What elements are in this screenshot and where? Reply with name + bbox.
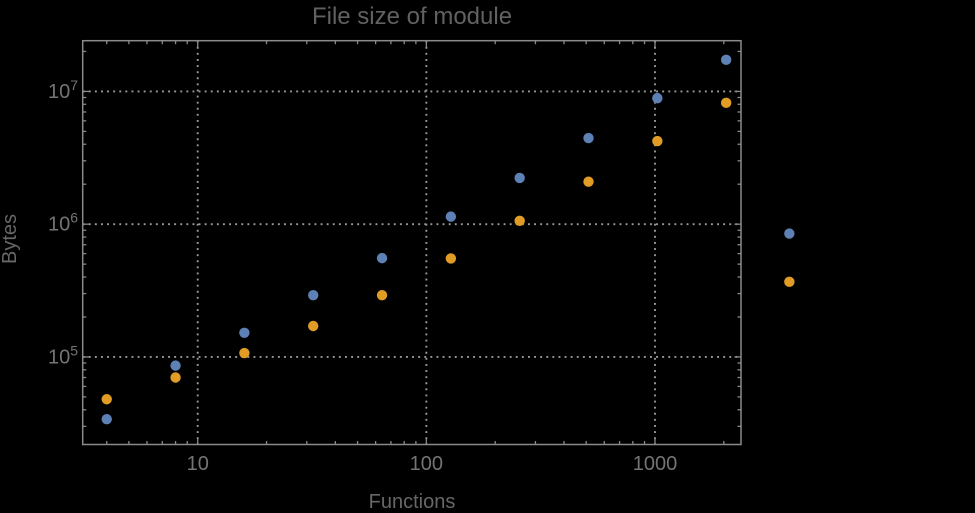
data-point-series-1-blue xyxy=(445,211,457,222)
data-point-series-1-blue xyxy=(514,172,525,184)
axis-ticks xyxy=(82,40,741,445)
data-point-series-2-orange xyxy=(239,347,250,359)
data-point-series-2-orange xyxy=(652,135,663,147)
chart-title: File size of module xyxy=(312,3,512,30)
data-point-series-2-orange xyxy=(445,253,457,264)
data-point-series-1-blue xyxy=(239,327,250,338)
data-point-series-2-orange xyxy=(170,372,181,383)
y-tick-label: 106 xyxy=(48,210,78,236)
y-axis-label: Bytes xyxy=(0,214,21,264)
plot-frame xyxy=(81,39,742,446)
data-point-series-1-blue xyxy=(308,289,319,301)
frame-border xyxy=(81,39,742,446)
x-tick-label: 10 xyxy=(187,453,209,475)
tick-labels: 10 100 1000 105 106 107 xyxy=(48,77,677,475)
data-point-series-1-blue xyxy=(376,252,388,264)
data-point-series-2-orange xyxy=(583,176,594,187)
data-point-series-1-blue xyxy=(170,360,181,371)
data-point-series-1-blue xyxy=(720,54,732,66)
data-point-series-2-orange xyxy=(376,289,388,301)
x-tick-label: 100 xyxy=(410,453,443,475)
gridlines xyxy=(82,40,741,445)
x-tick-label: 1000 xyxy=(633,453,678,475)
data-point-series-1-blue xyxy=(784,228,795,239)
data-point-series-2-orange xyxy=(308,320,319,332)
data-point-series-2-orange xyxy=(514,215,525,227)
data-point-series-2-orange xyxy=(720,97,732,109)
data-point-series-1-blue xyxy=(101,413,112,425)
data-points xyxy=(101,54,795,425)
data-point-series-1-blue xyxy=(583,132,594,144)
data-point-series-1-blue xyxy=(652,92,663,104)
y-tick-label: 105 xyxy=(48,342,78,368)
data-point-series-2-orange xyxy=(101,394,112,405)
y-tick-label: 107 xyxy=(48,77,78,103)
x-axis-label: Functions xyxy=(369,491,456,513)
data-point-series-2-orange xyxy=(784,276,795,288)
